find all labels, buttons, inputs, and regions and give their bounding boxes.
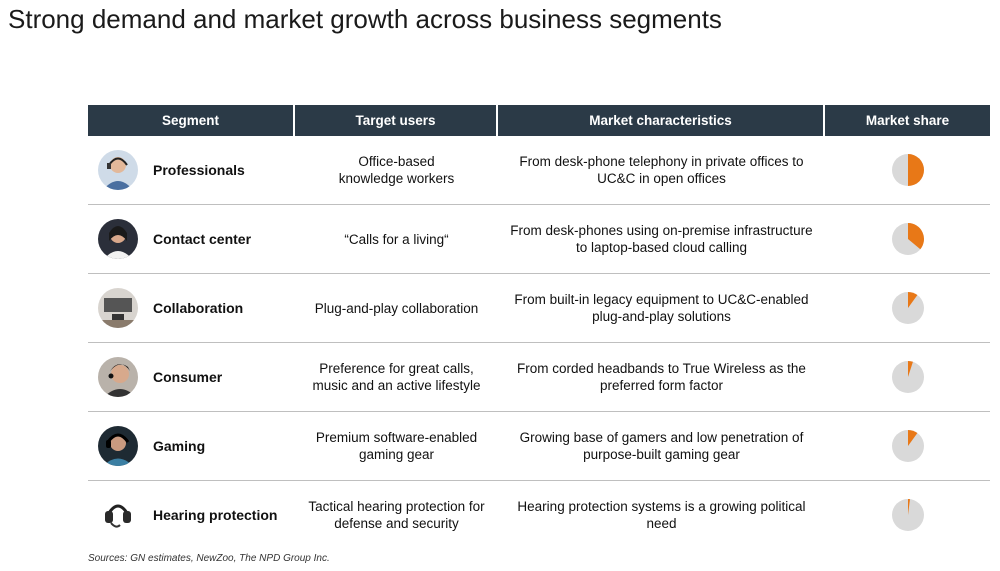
table-row: Contact center “Calls for a living“ From…: [88, 205, 990, 274]
meeting-room-camera-icon: [98, 288, 138, 328]
target-users-line: knowledge workers: [338, 171, 455, 186]
market-share-pie-icon: [891, 361, 924, 393]
target-users-cell: Plug-and-play collaboration: [295, 274, 498, 343]
target-users-line: Plug-and-play collaboration: [314, 300, 479, 316]
target-users-line: Tactical hearing protection for: [308, 499, 485, 514]
target-users-line: Premium software-enabled: [315, 430, 478, 445]
target-users-cell: Office-based knowledge workers: [295, 136, 498, 205]
contact-center-agent-icon: [98, 219, 138, 259]
market-characteristics-line: plug-and-play solutions: [592, 309, 731, 324]
market-share-pie-icon: [891, 430, 924, 462]
target-users-line: “Calls for a living“: [344, 231, 449, 247]
target-users-line: Office-based: [358, 154, 435, 169]
market-characteristics-line: UC&C in open offices: [597, 171, 726, 186]
table-row: Professionals Office-based knowledge wor…: [88, 136, 990, 205]
segment-cell: Professionals: [88, 136, 295, 205]
column-header-target-users: Target users: [295, 105, 498, 136]
segment-cell: Collaboration: [88, 274, 295, 343]
target-users-line: music and an active lifestyle: [312, 378, 481, 393]
table-row: Consumer Preference for great calls, mus…: [88, 343, 990, 412]
segment-name: Consumer: [153, 368, 223, 385]
market-share-pie-icon: [891, 292, 924, 324]
market-share-cell: [825, 412, 990, 481]
market-share-cell: [825, 205, 990, 274]
target-users-cell: Premium software-enabled gaming gear: [295, 412, 498, 481]
market-characteristics-line: From desk-phone telephony in private off…: [519, 154, 804, 169]
segment-cell: Consumer: [88, 343, 295, 412]
table-row: Gaming Premium software-enabled gaming g…: [88, 412, 990, 481]
segment-name: Collaboration: [153, 299, 244, 316]
market-characteristics-cell: From corded headbands to True Wireless a…: [498, 343, 825, 412]
professional-headset-icon: [98, 150, 138, 190]
consumer-earbud-icon: [98, 357, 138, 397]
market-share-pie-icon: [891, 499, 924, 531]
market-share-cell: [825, 481, 990, 549]
market-characteristics-line: Hearing protection systems is a growing …: [517, 499, 806, 514]
market-characteristics-cell: Growing base of gamers and low penetrati…: [498, 412, 825, 481]
market-characteristics-line: need: [646, 516, 677, 531]
segment-name: Hearing protection: [153, 506, 278, 523]
table-header-row: Segment Target users Market characterist…: [88, 105, 990, 136]
market-share-cell: [825, 343, 990, 412]
column-header-market-characteristics: Market characteristics: [498, 105, 825, 136]
market-characteristics-line: From corded headbands to True Wireless a…: [517, 361, 806, 376]
market-characteristics-cell: From desk-phone telephony in private off…: [498, 136, 825, 205]
market-characteristics-line: From desk-phones using on-premise infras…: [510, 223, 813, 238]
table-row: Hearing protection Tactical hearing prot…: [88, 481, 990, 549]
sources-footnote: Sources: GN estimates, NewZoo, The NPD G…: [88, 553, 330, 564]
table-row: Collaboration Plug-and-play collaboratio…: [88, 274, 990, 343]
target-users-cell: Preference for great calls, music and an…: [295, 343, 498, 412]
target-users-line: Preference for great calls,: [319, 361, 474, 376]
segment-name: Gaming: [153, 437, 206, 454]
market-characteristics-line: to laptop-based cloud calling: [575, 240, 748, 255]
segment-name: Professionals: [153, 161, 245, 178]
market-share-pie-icon: [891, 154, 924, 186]
segment-cell: Hearing protection: [88, 481, 295, 549]
market-share-cell: [825, 136, 990, 205]
market-characteristics-cell: From desk-phones using on-premise infras…: [498, 205, 825, 274]
target-users-line: defense and security: [334, 516, 459, 531]
market-characteristics-line: purpose-built gaming gear: [583, 447, 740, 462]
market-share-pie-icon: [891, 223, 924, 255]
tactical-headset-icon: [98, 495, 138, 535]
market-characteristics-line: Growing base of gamers and low penetrati…: [519, 430, 804, 445]
market-characteristics-cell: Hearing protection systems is a growing …: [498, 481, 825, 549]
segment-cell: Gaming: [88, 412, 295, 481]
market-share-cell: [825, 274, 990, 343]
target-users-cell: “Calls for a living“: [295, 205, 498, 274]
target-users-cell: Tactical hearing protection for defense …: [295, 481, 498, 549]
market-characteristics-cell: From built-in legacy equipment to UC&C-e…: [498, 274, 825, 343]
target-users-line: gaming gear: [358, 447, 435, 462]
column-header-market-share: Market share: [825, 105, 990, 136]
segments-table: Segment Target users Market characterist…: [88, 105, 990, 549]
segment-name: Contact center: [153, 230, 252, 247]
column-header-segment: Segment: [88, 105, 295, 136]
gamer-headset-icon: [98, 426, 138, 466]
market-characteristics-line: From built-in legacy equipment to UC&C-e…: [514, 292, 809, 307]
page-title: Strong demand and market growth across b…: [8, 4, 722, 34]
market-characteristics-line: preferred form factor: [599, 378, 724, 393]
segment-cell: Contact center: [88, 205, 295, 274]
